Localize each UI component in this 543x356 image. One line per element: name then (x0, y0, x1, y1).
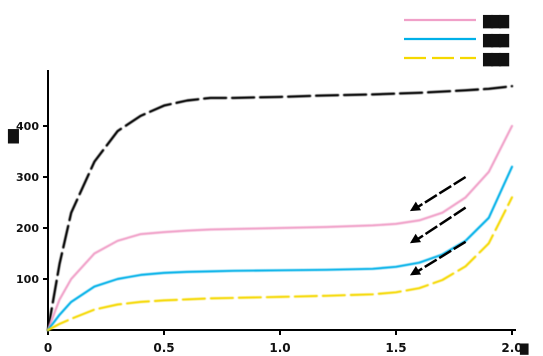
x-tick-label: 1.5 (385, 341, 406, 355)
arrow-head-0 (409, 201, 422, 212)
series-line-0 (46, 85, 514, 332)
legend-label-0: ▇▇▇ (482, 14, 510, 29)
x-tick-label: 1.0 (269, 341, 290, 355)
series-line-2 (46, 165, 514, 332)
series-line-3 (46, 196, 514, 332)
x-tick-label: 2.0 (501, 341, 522, 355)
y-axis-label: ▇ (7, 128, 19, 144)
arrow-line-0 (415, 175, 467, 210)
x-tick-label: 0 (44, 341, 52, 355)
arrow-head-2 (409, 265, 422, 276)
legend-label-2: ▇▇▇ (482, 52, 510, 67)
y-tick-label: 400 (16, 120, 39, 133)
arrow-line-1 (415, 206, 467, 242)
chart-title (47, 47, 99, 62)
series-line-1 (46, 124, 514, 332)
x-tick-label: 0.5 (153, 341, 174, 355)
y-tick-label: 300 (16, 171, 39, 184)
arrow-head-1 (409, 233, 422, 244)
arrow-line-2 (415, 240, 467, 274)
x-axis-label: ▇ (519, 342, 529, 355)
legend-label-1: ▇▇▇ (482, 33, 510, 48)
y-tick-label: 200 (16, 222, 39, 235)
y-tick-label: 100 (16, 273, 39, 286)
